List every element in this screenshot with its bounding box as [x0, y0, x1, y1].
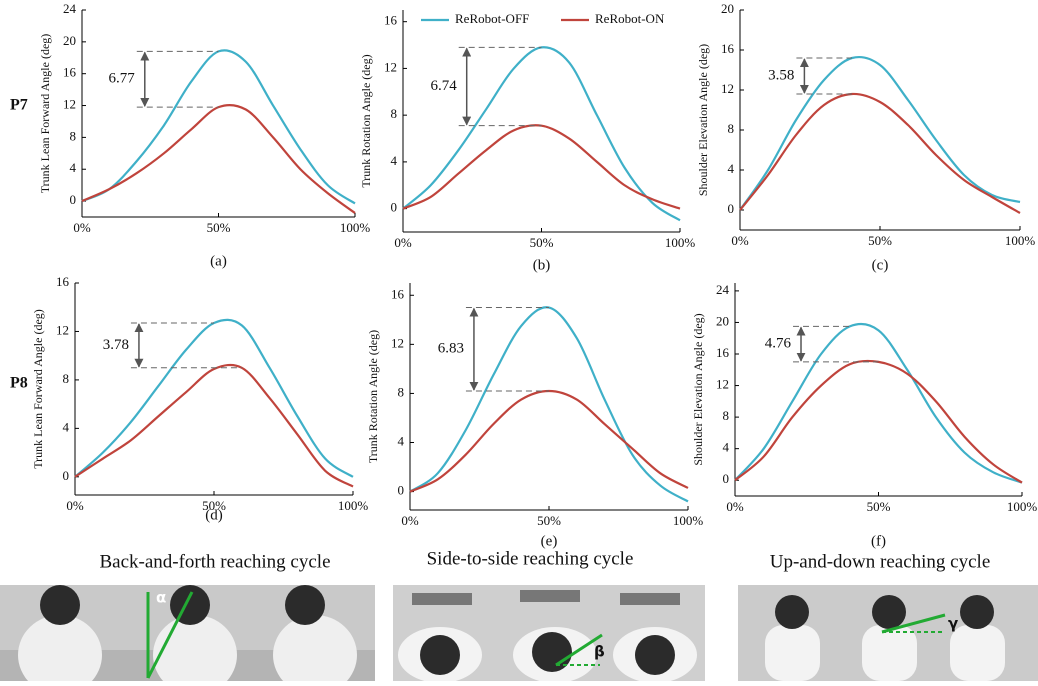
series-line: [734, 322, 1023, 484]
y-tick-label: 16: [721, 41, 735, 56]
x-tick-label: 100%: [1007, 499, 1038, 514]
angle-symbol: β: [594, 643, 605, 661]
y-tick-label: 12: [63, 97, 76, 112]
column-caption: Back-and-forth reaching cycle: [99, 551, 330, 572]
y-tick-label: 20: [63, 33, 76, 48]
panel-caption: (a): [210, 253, 227, 269]
y-tick-label: 20: [721, 1, 734, 16]
series-line: [409, 389, 689, 493]
series-line: [739, 55, 1021, 211]
x-tick-label: 0%: [401, 513, 419, 528]
y-tick-label: 12: [391, 335, 404, 350]
annotation: 6.83: [438, 341, 464, 357]
y-tick-label: 0: [728, 201, 735, 216]
y-tick-label: 4: [728, 161, 735, 176]
y-tick-label: 4: [723, 440, 730, 455]
y-tick-label: 0: [723, 471, 730, 486]
x-tick-label: 50%: [202, 498, 226, 513]
y-tick-label: 8: [398, 384, 405, 399]
y-tick-label: 8: [70, 128, 77, 143]
x-tick-label: 100%: [673, 513, 704, 528]
panel-caption: (e): [541, 533, 558, 549]
y-tick-label: 0: [63, 468, 70, 483]
y-tick-label: 12: [56, 322, 69, 337]
y-tick-label: 0: [398, 483, 405, 498]
series-line: [74, 363, 354, 488]
row-label: P7: [10, 97, 28, 114]
y-tick-label: 4: [398, 433, 405, 448]
y-tick-label: 4: [391, 153, 398, 168]
annotation: 3.78: [103, 337, 129, 353]
y-tick-label: 12: [721, 81, 734, 96]
y-axis-label: Trunk Lean Forward Angle (deg): [38, 34, 52, 194]
column-caption: Up-and-down reaching cycle: [770, 551, 991, 572]
legend-label: ReRobot-ON: [595, 11, 665, 26]
y-tick-label: 8: [728, 121, 735, 136]
y-tick-label: 8: [391, 106, 398, 121]
y-tick-label: 0: [70, 192, 77, 207]
series-line: [402, 46, 681, 222]
y-axis-label: Trunk Rotation Angle (deg): [366, 330, 380, 463]
y-tick-label: 16: [384, 13, 398, 28]
annotation: 4.76: [765, 336, 792, 352]
x-tick-label: 0%: [66, 498, 84, 513]
y-axis-label: Shoulder Elevation Angle (deg): [696, 44, 710, 196]
y-tick-label: 4: [70, 160, 77, 175]
y-tick-label: 24: [716, 282, 730, 297]
y-tick-label: 4: [63, 419, 70, 434]
panel-caption: (b): [533, 257, 551, 273]
column-caption: Side-to-side reaching cycle: [427, 548, 634, 569]
x-tick-label: 100%: [338, 498, 369, 513]
y-tick-label: 12: [384, 59, 397, 74]
y-tick-label: 16: [716, 345, 730, 360]
panel-caption: (d): [205, 507, 223, 523]
y-tick-label: 0: [391, 200, 398, 215]
y-tick-label: 8: [63, 371, 70, 386]
y-tick-label: 12: [716, 377, 729, 392]
x-tick-label: 100%: [340, 220, 371, 235]
y-axis-label: Shoulder Elevation Angle (deg): [691, 313, 705, 465]
x-tick-label: 0%: [394, 235, 412, 250]
x-tick-label: 50%: [868, 233, 892, 248]
y-tick-label: 16: [63, 65, 77, 80]
annotation: 6.74: [430, 78, 457, 94]
x-tick-label: 50%: [537, 513, 561, 528]
x-tick-label: 0%: [73, 220, 91, 235]
y-axis-label: Trunk Rotation Angle (deg): [359, 54, 373, 187]
y-tick-label: 24: [63, 1, 77, 16]
x-tick-label: 50%: [867, 499, 891, 514]
annotation: 3.58: [768, 67, 794, 83]
y-axis-label: Trunk Lean Forward Angle (deg): [31, 309, 45, 469]
series-line: [409, 306, 689, 503]
row-label: P8: [10, 375, 28, 392]
panel-caption: (c): [872, 257, 889, 273]
x-tick-label: 50%: [530, 235, 554, 250]
x-tick-label: 100%: [665, 235, 696, 250]
x-tick-label: 0%: [731, 233, 749, 248]
panel-caption: (f): [871, 533, 886, 549]
legend-label: ReRobot-OFF: [455, 11, 529, 26]
x-tick-label: 50%: [207, 220, 231, 235]
illustration: α β γ: [0, 585, 1038, 686]
series-line: [739, 92, 1021, 214]
annotation: 6.77: [109, 71, 136, 87]
series-line: [81, 103, 356, 214]
y-tick-label: 20: [716, 313, 729, 328]
x-tick-label: 100%: [1005, 233, 1036, 248]
y-tick-label: 16: [56, 274, 70, 289]
y-tick-label: 16: [391, 286, 405, 301]
x-tick-label: 0%: [726, 499, 744, 514]
angle-symbol: α: [156, 589, 166, 607]
y-tick-label: 8: [723, 408, 730, 423]
angle-symbol: γ: [948, 615, 958, 633]
